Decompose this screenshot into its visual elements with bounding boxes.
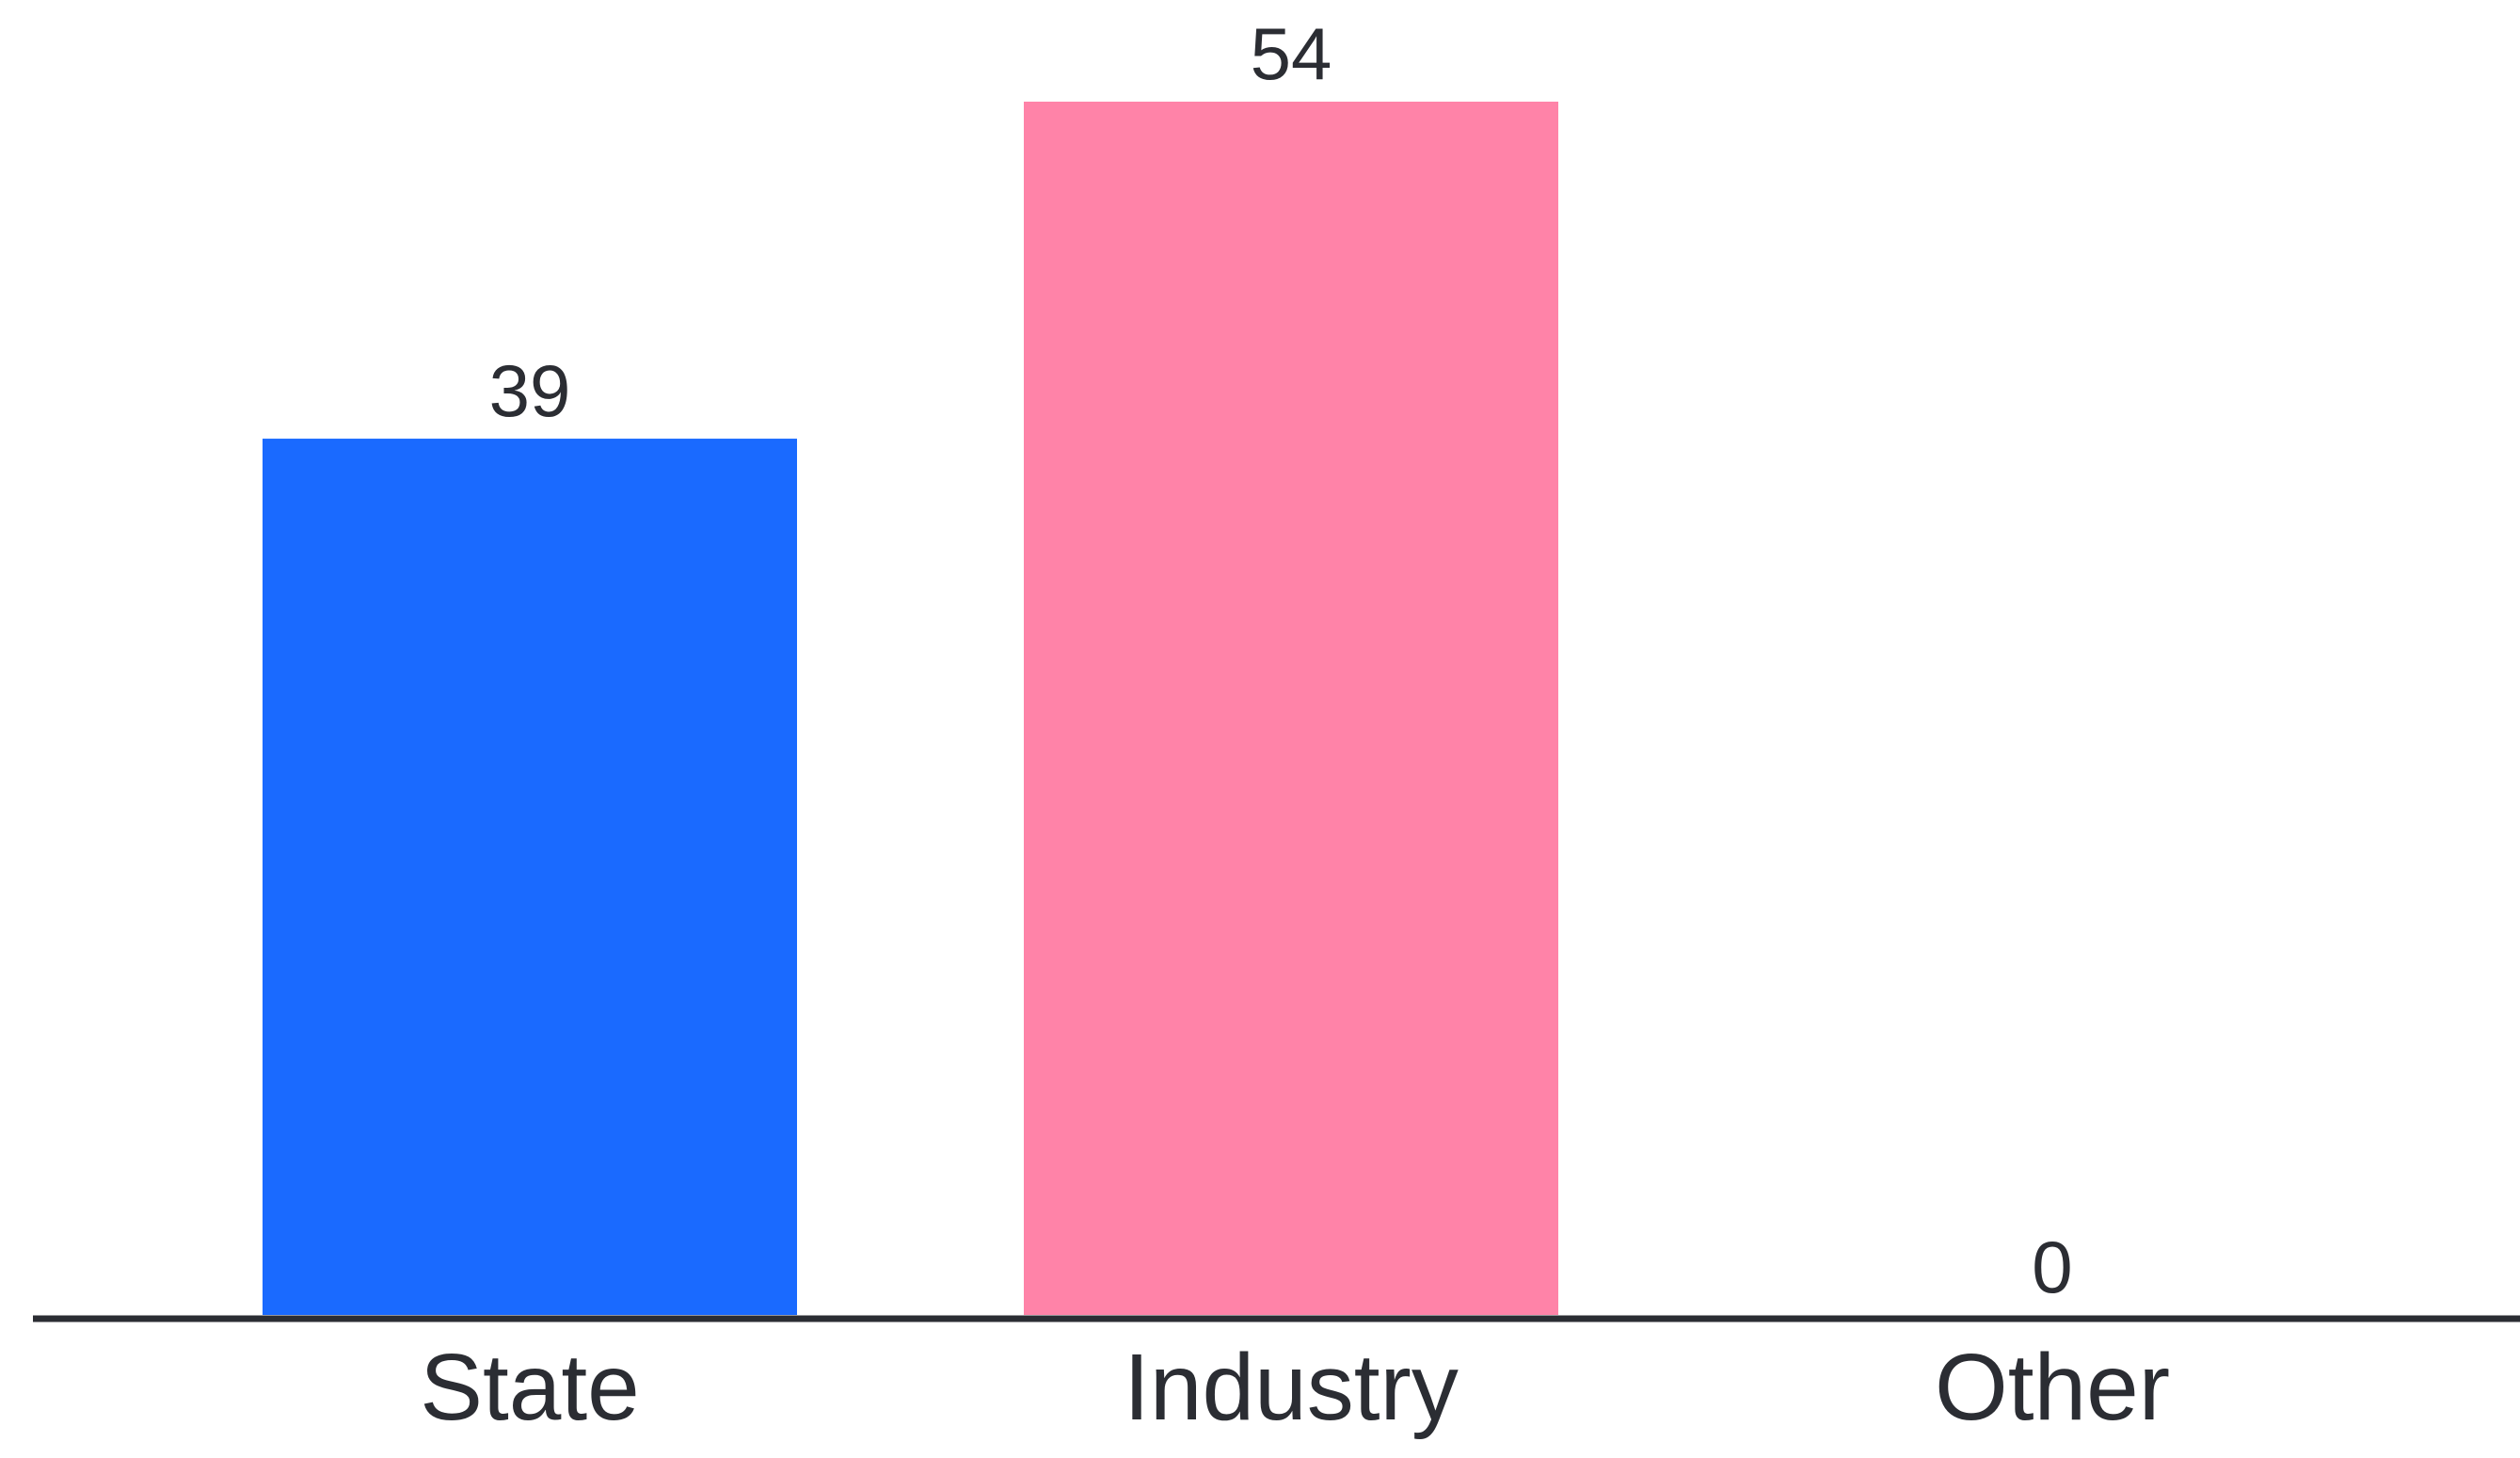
x-tick-label-industry: Industry xyxy=(1124,1335,1459,1440)
value-label-state: 39 xyxy=(489,349,571,432)
x-tick-labels-layer: State Industry Other xyxy=(420,1335,2170,1440)
value-label-industry: 54 xyxy=(1251,12,1332,95)
value-labels-layer: 39 54 0 xyxy=(489,12,2073,1308)
bar-industry xyxy=(1024,102,1558,1315)
x-tick-label-other: Other xyxy=(1935,1335,2170,1440)
x-tick-label-state: State xyxy=(420,1335,640,1440)
value-label-other: 0 xyxy=(2032,1226,2072,1308)
bars-layer xyxy=(263,102,1558,1315)
bar-state xyxy=(263,439,797,1315)
